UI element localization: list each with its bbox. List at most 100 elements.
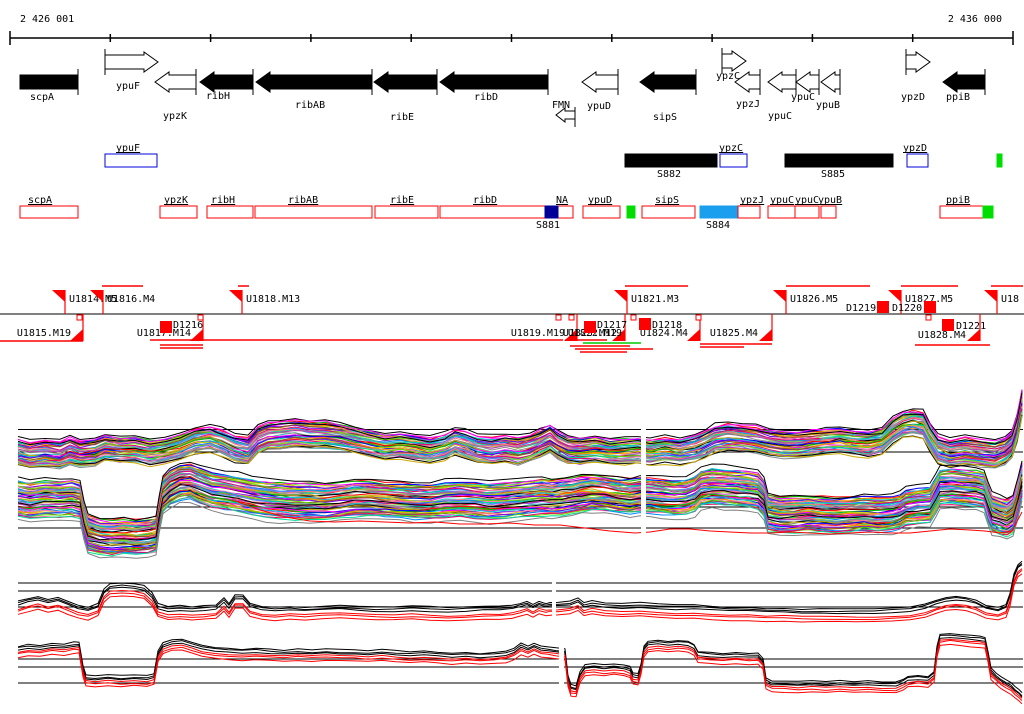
- S885-feature-box[interactable]: [784, 153, 894, 168]
- deletion-square-icon[interactable]: [877, 301, 889, 313]
- scpA-feature-box[interactable]: [19, 205, 79, 219]
- green-feature-box[interactable]: [982, 205, 994, 219]
- flag-triangle-icon[interactable]: [967, 329, 980, 341]
- gene-arrow-ypzD[interactable]: [905, 51, 931, 73]
- ribH-feature-box[interactable]: [206, 205, 254, 219]
- flag-triangle-icon[interactable]: [888, 290, 901, 302]
- ribD-feature-box[interactable]: [439, 205, 559, 219]
- ribE-feature-box[interactable]: [374, 205, 439, 219]
- ypuC-feature-box[interactable]: [767, 205, 796, 219]
- gene-arrow-ypuD[interactable]: [581, 71, 619, 93]
- feature-label-ribE: ribE: [390, 195, 414, 206]
- gene-arrow-sipS[interactable]: [639, 71, 697, 93]
- feature-label-ppiB: ppiB: [946, 195, 970, 206]
- expression-outlier-trace: [237, 501, 1023, 535]
- gene-arrow-track: scpA ypuF ypzK ribH ribAB ribE ribD FMN ypuD sipS…: [19, 48, 986, 127]
- probe-start-marker: [568, 314, 575, 321]
- probe-label-D1219: D1219: [846, 303, 876, 314]
- flag-triangle-icon[interactable]: [687, 329, 700, 341]
- probe-start-marker: [555, 314, 562, 321]
- expression-trace: [17, 634, 1023, 697]
- gene-arrow-ypuC[interactable]: [795, 71, 820, 93]
- cyan-feature-box[interactable]: [699, 205, 739, 219]
- feature-label-S885: S885: [821, 169, 845, 180]
- expression-plot-2: [17, 560, 1023, 705]
- flag-triangle-icon[interactable]: [564, 329, 577, 341]
- ypuD-feature-box[interactable]: [582, 205, 621, 219]
- flag-triangle-icon[interactable]: [773, 290, 786, 302]
- ypuC-feature-box[interactable]: [794, 205, 820, 219]
- probe-start-marker: [197, 314, 204, 321]
- flag-triangle-icon[interactable]: [614, 290, 627, 302]
- gene-arrow-ribD[interactable]: [439, 71, 549, 93]
- deletion-square-icon[interactable]: [160, 321, 172, 333]
- expression-trace: [17, 389, 1023, 441]
- plot-band-upper: [17, 389, 1023, 470]
- flag-triangle-icon[interactable]: [984, 290, 997, 302]
- segment-box-S881[interactable]: [544, 205, 559, 219]
- flag-triangle-icon[interactable]: [229, 290, 242, 302]
- deletion-square-icon[interactable]: [942, 319, 954, 331]
- probe-flag-U1821.M3: U1821.M3: [614, 290, 679, 314]
- gene-body-scpA[interactable]: [19, 74, 79, 90]
- expression-trace: [17, 481, 1023, 541]
- ypuB-feature-box[interactable]: [820, 205, 837, 219]
- probe-label-U1826.M5: U1826.M5: [790, 294, 838, 305]
- ypzD-feature-box[interactable]: [906, 153, 929, 168]
- expression-trace: [17, 560, 1023, 611]
- green-feature-box[interactable]: [626, 205, 636, 219]
- probe-flag-U1814.M5: U1814.M5: [52, 290, 117, 314]
- flag-triangle-icon[interactable]: [612, 329, 625, 341]
- expression-trace: [17, 494, 1023, 554]
- missing-data-gap: [641, 400, 646, 546]
- sipS-feature-box[interactable]: [641, 205, 696, 219]
- probe-flag-U1825.M4: U1825.M4: [695, 314, 773, 341]
- deletion-square-icon[interactable]: [584, 321, 596, 333]
- ypzJ-feature-box[interactable]: [737, 205, 761, 219]
- gene-ribH: ribH: [199, 69, 254, 102]
- flag-triangle-icon[interactable]: [70, 329, 83, 341]
- deletion-square-icon[interactable]: [639, 318, 651, 330]
- gene-arrow-ypzC[interactable]: [721, 50, 747, 72]
- ribAB-feature-box[interactable]: [254, 205, 373, 219]
- segment-label-S884: S884: [706, 220, 730, 231]
- gene-arrow-ypzK[interactable]: [154, 71, 197, 93]
- gene-arrow-ribH[interactable]: [199, 71, 254, 93]
- ypzC-feature-box[interactable]: [719, 153, 748, 168]
- ppiB-feature-box[interactable]: [939, 205, 984, 219]
- green-feature-box[interactable]: [996, 153, 1003, 168]
- flag-triangle-icon[interactable]: [759, 329, 772, 341]
- feature-label-ribD: ribD: [473, 195, 497, 206]
- probe-label-U1817.M14: U1817.M14: [137, 328, 191, 339]
- expression-trace: [17, 573, 1023, 623]
- flag-triangle-icon[interactable]: [52, 290, 65, 302]
- probe-flag-U1817.M14: U1817.M14: [137, 314, 204, 341]
- gene-ypzD: ypzD: [901, 49, 931, 103]
- missing-data-gap: [552, 562, 556, 622]
- gene-arrow-ribE[interactable]: [373, 71, 438, 93]
- S882-feature-box[interactable]: [624, 153, 718, 168]
- probe-label-U18: U18: [1001, 294, 1019, 305]
- flag-triangle-icon[interactable]: [90, 290, 103, 302]
- expression-plot-1: [17, 389, 1023, 559]
- probe-marker-D1219: D1219: [846, 301, 889, 314]
- ypuF-feature-box[interactable]: [104, 153, 158, 168]
- gene-ribAB: ribAB: [255, 69, 373, 111]
- gene-label-scpA: scpA: [30, 92, 54, 103]
- gene-label-sipS: sipS: [653, 112, 677, 123]
- expression-trace: [17, 643, 1023, 705]
- expression-trace: [17, 415, 1023, 470]
- gene-arrow-ppiB[interactable]: [942, 71, 986, 93]
- feature-label-ypuC: ypuC: [795, 195, 819, 206]
- gene-arrow-ypuC[interactable]: [767, 71, 797, 93]
- gene-arrow-ribAB[interactable]: [255, 71, 373, 93]
- ypzK-feature-box[interactable]: [159, 205, 198, 219]
- deletion-square-icon[interactable]: [924, 301, 936, 313]
- expression-trace: [17, 460, 1023, 521]
- gene-label-ppiB: ppiB: [946, 92, 970, 103]
- gene-arrow-ypuB[interactable]: [820, 71, 841, 93]
- gene-arrow-ypuF[interactable]: [104, 51, 159, 73]
- flag-triangle-icon[interactable]: [190, 329, 203, 341]
- gene-ypzJ: ypzJ: [734, 69, 761, 110]
- NA-feature-box[interactable]: [557, 205, 574, 219]
